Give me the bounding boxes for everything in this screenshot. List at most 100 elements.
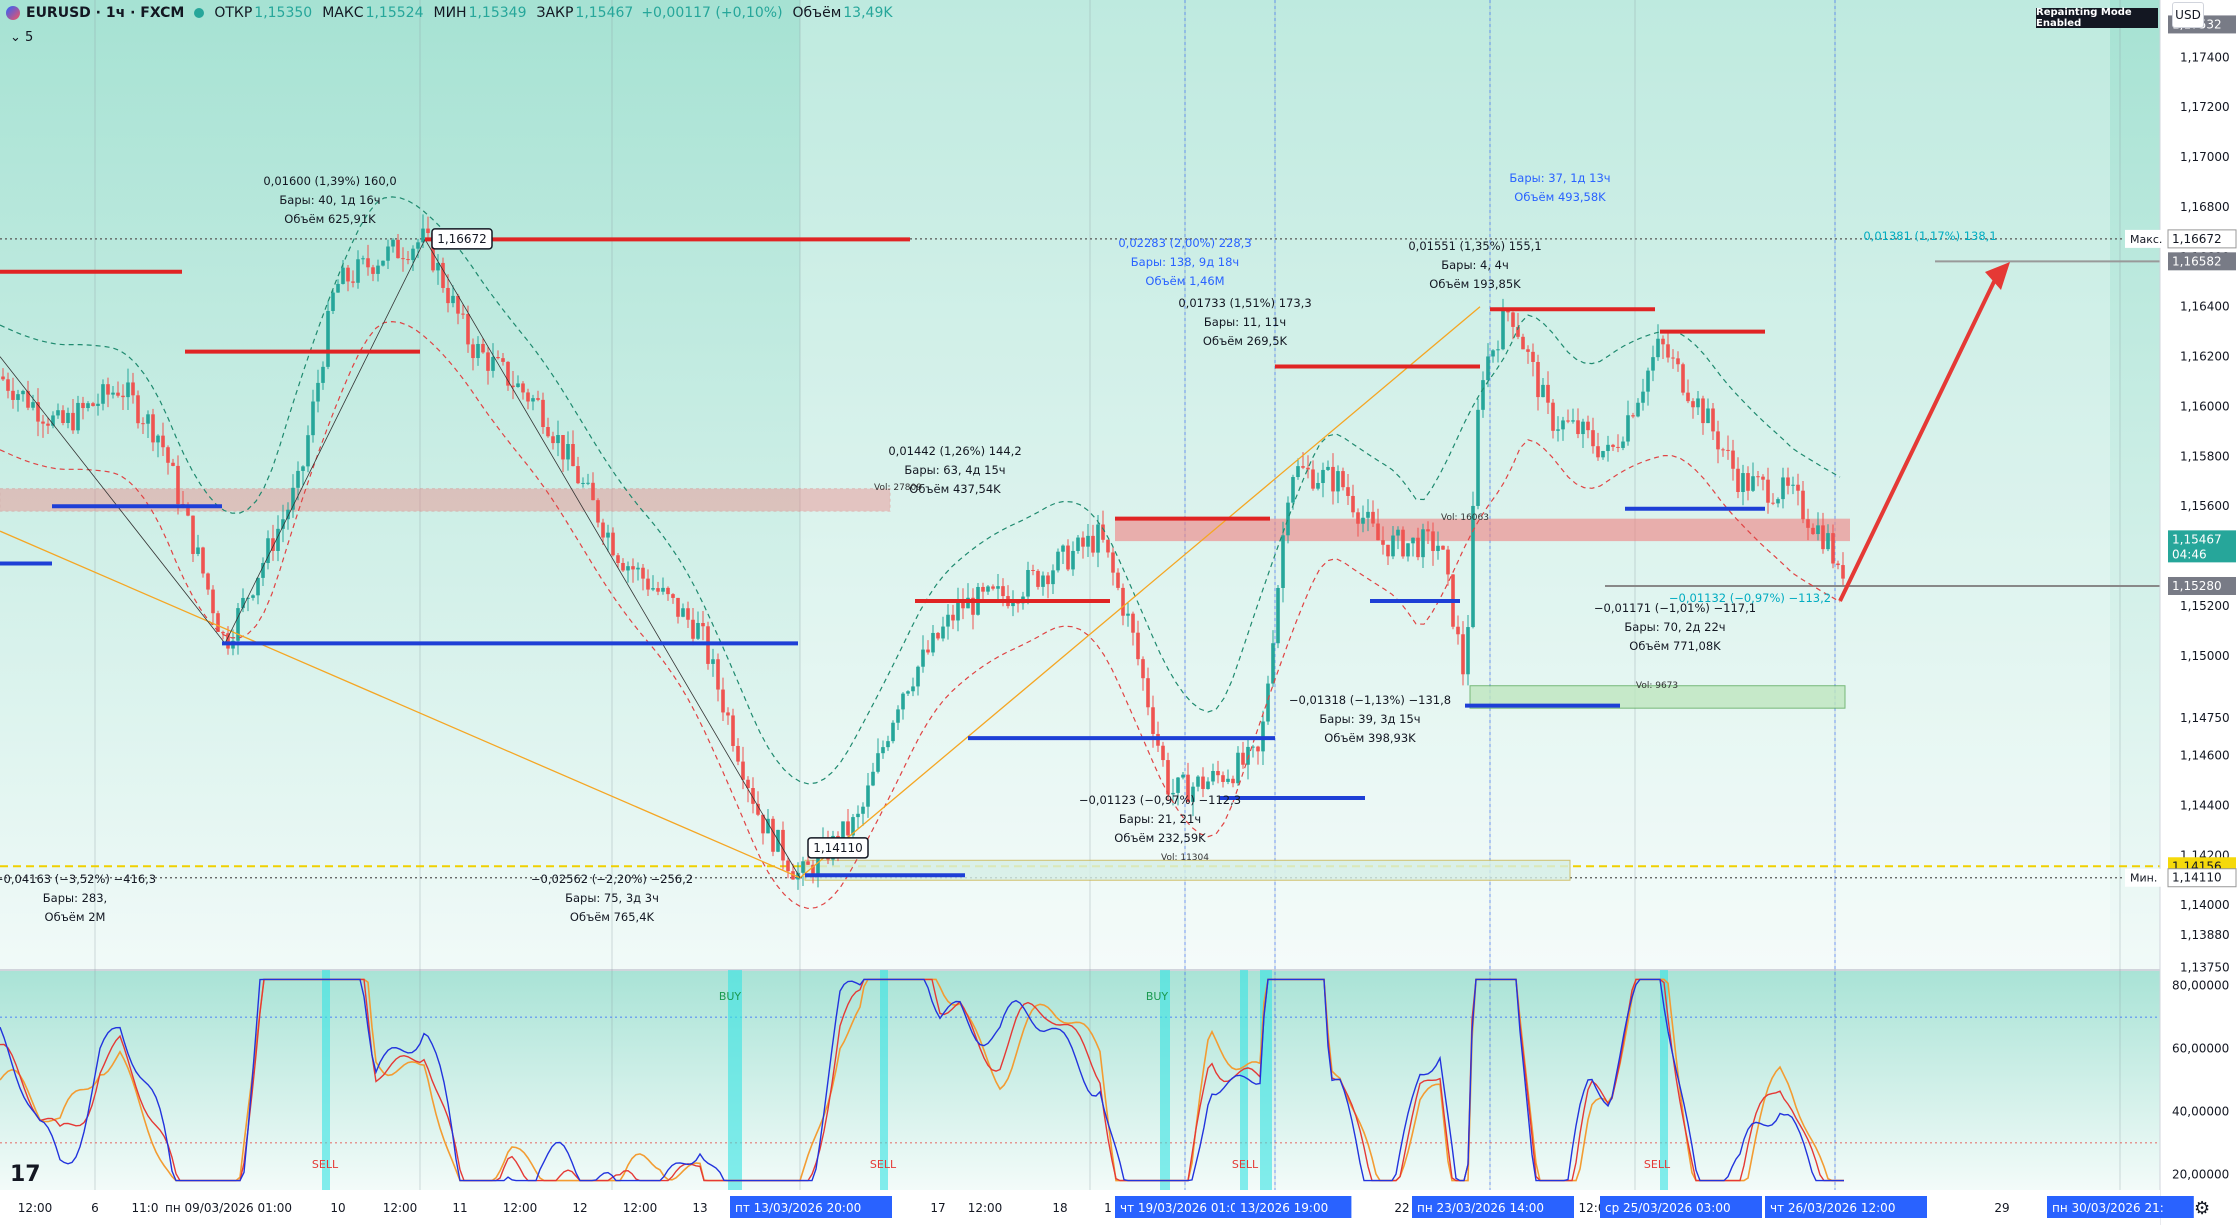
candle	[941, 626, 945, 639]
price-tick: 1,16200	[2180, 350, 2230, 364]
price-tick: 1,16400	[2180, 300, 2230, 314]
measure-annotation: Объём 771,08K	[1629, 639, 1721, 653]
candle	[1196, 776, 1200, 787]
candle	[1536, 361, 1540, 398]
candle	[91, 403, 95, 406]
candle	[1061, 545, 1065, 552]
candle	[1216, 771, 1220, 776]
candle	[1631, 415, 1635, 417]
candle	[196, 547, 200, 554]
price-tick: 1,14000	[2180, 898, 2230, 912]
candle	[1096, 524, 1100, 553]
price-badge-countdown: 04:46	[2172, 547, 2207, 561]
time-tick: 12	[572, 1201, 587, 1215]
candle	[661, 587, 665, 592]
price-pane-shade	[800, 0, 2110, 970]
candle	[1416, 537, 1420, 558]
candle	[1241, 752, 1245, 765]
time-tick: 12:00	[968, 1201, 1003, 1215]
candle	[416, 242, 420, 249]
price-pane-background	[0, 0, 2160, 970]
candle	[1446, 549, 1450, 575]
measure-annotation: Объём 193,85K	[1429, 277, 1521, 291]
candle	[1801, 490, 1805, 520]
candle	[926, 649, 930, 653]
candle	[141, 423, 145, 425]
measure-annotation: Объём 2M	[45, 910, 106, 924]
candle	[236, 608, 240, 641]
candle	[1306, 467, 1310, 470]
candle	[1716, 431, 1720, 450]
time-tick: 17	[930, 1201, 945, 1215]
candle	[741, 761, 745, 780]
candle	[806, 861, 810, 865]
candle	[726, 712, 730, 716]
candle	[1506, 310, 1510, 313]
candle	[266, 538, 270, 564]
candle	[1436, 545, 1440, 552]
candle	[1491, 350, 1495, 357]
candle	[1581, 421, 1585, 435]
time-tick: 12:00	[18, 1201, 53, 1215]
candle	[1671, 357, 1675, 359]
measure-annotation: Бары: 37, 1д 13ч	[1509, 171, 1610, 185]
candle	[6, 379, 10, 391]
volume-label: Vol: 9673	[1636, 681, 1678, 691]
high-value: 1,15524	[365, 5, 424, 21]
candle	[1146, 678, 1150, 708]
candle	[656, 588, 660, 592]
candle	[1291, 477, 1295, 503]
candle	[1056, 551, 1060, 571]
candle	[1386, 544, 1390, 557]
low-label: МИН	[433, 5, 467, 21]
measure-annotation: −0,04163 (−3,52%) −416,3	[0, 872, 156, 886]
symbol-title[interactable]: EURUSD · 1ч · FXCM	[26, 5, 185, 21]
candle	[1101, 524, 1105, 540]
candle	[1756, 476, 1760, 478]
candle	[1361, 517, 1365, 524]
candle	[1826, 533, 1830, 550]
price-badge-text: 1,15280	[2172, 579, 2222, 593]
candle	[1001, 586, 1005, 597]
gear-icon[interactable]: ⚙	[2194, 1198, 2211, 1219]
candle	[686, 608, 690, 620]
candle	[536, 398, 540, 400]
trend-line-orange-2	[799, 306, 1481, 879]
candle	[171, 462, 175, 466]
candle	[1166, 760, 1170, 795]
candle	[946, 614, 950, 627]
time-highlight-box	[2047, 1196, 2194, 1218]
candle	[206, 573, 210, 590]
signal-highlight	[1240, 970, 1248, 1190]
candle	[671, 594, 675, 598]
candle	[361, 258, 365, 260]
candle	[736, 745, 740, 762]
candle	[136, 395, 140, 424]
osc-blue-line	[0, 978, 1844, 1182]
indicators-toggle[interactable]: ⌄ 5	[10, 30, 33, 45]
candle	[1111, 552, 1115, 573]
candle	[1026, 569, 1030, 597]
candle	[961, 601, 965, 609]
candle	[1406, 543, 1410, 557]
candle	[1356, 512, 1360, 524]
candle	[276, 528, 280, 551]
candle	[491, 356, 495, 371]
currency-button[interactable]: USD	[2172, 2, 2204, 28]
candle	[841, 821, 845, 848]
measure-annotation: Бары: 11, 11ч	[1204, 315, 1286, 329]
candle	[166, 447, 170, 463]
candle	[126, 382, 130, 398]
candle	[1551, 402, 1555, 431]
candle	[951, 614, 955, 621]
candle	[746, 779, 750, 789]
candle	[1596, 446, 1600, 458]
candle	[511, 385, 515, 387]
measure-annotation: Объём 437,54K	[909, 482, 1001, 496]
candle	[1396, 529, 1400, 536]
osc-tick: 40,00000	[2172, 1104, 2229, 1118]
candle	[21, 390, 25, 395]
candle	[411, 248, 415, 261]
candle	[1276, 587, 1280, 644]
